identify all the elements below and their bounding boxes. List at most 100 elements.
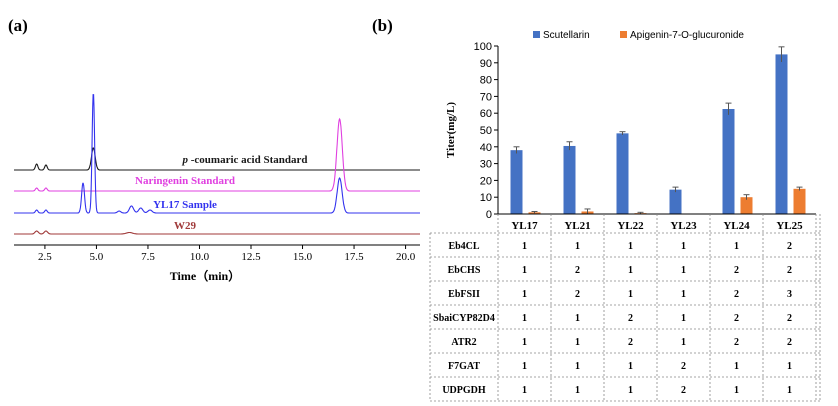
table-cell: 2: [734, 313, 739, 324]
bar: [793, 188, 806, 214]
table-cell: 1: [681, 337, 686, 348]
x-tick-label: 10.0: [190, 251, 210, 263]
legend-swatch-scutellarin: [533, 31, 540, 38]
chromatogram-traces: [14, 94, 420, 235]
table-cell: 2: [628, 337, 633, 348]
table-cell: 2: [734, 289, 739, 300]
category-label: YL17: [511, 220, 538, 232]
table-cell: 1: [628, 265, 633, 276]
table-cell: 1: [522, 313, 527, 324]
category-label: YL24: [723, 220, 750, 232]
legend-swatch-apigenin: [620, 31, 627, 38]
x-tick-label: 5.0: [90, 251, 104, 263]
table-cell: 1: [787, 361, 792, 372]
chromatogram-trace: [14, 230, 420, 235]
table-cell: 2: [681, 385, 686, 396]
table-cell: 1: [628, 361, 633, 372]
category-label: YL25: [776, 220, 803, 232]
trace-label-prefix: p: [182, 154, 189, 166]
y-tick-label: 60: [480, 108, 492, 120]
table-cell: 2: [575, 265, 580, 276]
y-tick-label: 20: [480, 175, 492, 187]
bar: [669, 189, 682, 214]
table-row-label: EbCHS: [448, 265, 481, 276]
table-cell: 2: [787, 265, 792, 276]
panel-a-chromatogram: (a) p -coumaric acid Standard Naringenin…: [8, 16, 420, 283]
table-cell: 1: [681, 289, 686, 300]
table-cell: 1: [522, 265, 527, 276]
chromatogram-trace: [14, 147, 420, 171]
table-cell: 2: [575, 289, 580, 300]
trace-label-naringenin: Naringenin Standard: [135, 175, 235, 187]
x-tick-label: 7.5: [141, 251, 155, 263]
table-cell: 1: [681, 313, 686, 324]
x-tick-label: 12.5: [241, 251, 261, 263]
x-tick-label: 17.5: [344, 251, 364, 263]
bar: [722, 109, 735, 214]
table-cell: 1: [575, 241, 580, 252]
table-cell: 1: [734, 241, 739, 252]
table-cell: 1: [522, 337, 527, 348]
y-tick-label: 90: [480, 58, 492, 70]
x-axis-title: Time（min）: [170, 268, 240, 283]
table-cell: 1: [681, 241, 686, 252]
y-tick-label: 80: [480, 75, 492, 87]
bars: [510, 54, 806, 215]
table-cell: 1: [681, 265, 686, 276]
panel-b-label: (b): [372, 16, 393, 35]
x-tick-label: 2.5: [38, 251, 52, 263]
panel-a-label: (a): [8, 16, 28, 35]
table-cell: 1: [628, 385, 633, 396]
bar: [563, 145, 576, 214]
y-tick-label: 100: [474, 41, 492, 53]
bar: [510, 150, 523, 214]
y-tick-label: 10: [480, 192, 492, 204]
x-tick-label: 20.0: [396, 251, 416, 263]
table-row-label: UDPGDH: [442, 385, 486, 396]
table-cell: 2: [734, 265, 739, 276]
table-cell: 2: [787, 241, 792, 252]
x-axis-ticks: 2.5 5.0 7.5 10.0 12.5 15.0 17.5 20.0: [38, 245, 416, 263]
y-tick-label: 50: [480, 125, 492, 137]
chromatogram-trace-labels: p -coumaric acid Standard Naringenin Sta…: [135, 154, 307, 232]
table-cell: 2: [734, 337, 739, 348]
trace-label-w29: W29: [174, 220, 197, 232]
legend: Scutellarin Apigenin-7-O-glucuronide: [533, 30, 744, 41]
table-cell: 3: [787, 289, 792, 300]
category-label: YL21: [564, 220, 590, 232]
y-tick-label: 30: [480, 159, 492, 171]
x-tick-label: 15.0: [293, 251, 313, 263]
table-cell: 1: [522, 241, 527, 252]
chromatogram-trace: [14, 94, 420, 214]
table-cell: 2: [681, 361, 686, 372]
table-row-label: EbFSII: [448, 289, 480, 300]
table-cell: 1: [522, 361, 527, 372]
table-row-label: Eb4CL: [448, 241, 479, 252]
category-label: YL22: [617, 220, 644, 232]
y-axis-title: Titer(mg/L): [445, 102, 457, 158]
table-cell: 1: [734, 361, 739, 372]
table-cell: 1: [575, 337, 580, 348]
y-axis-ticks: 0 10 20 30 40 50 60 70 80 90 100: [474, 41, 498, 221]
panel-b-bar-chart: (b) Scutellarin Apigenin-7-O-glucuronide…: [372, 16, 821, 402]
table-cell: 1: [575, 385, 580, 396]
y-tick-label: 40: [480, 142, 492, 154]
legend-label-apigenin: Apigenin-7-O-glucuronide: [630, 30, 744, 41]
category-label: YL23: [670, 220, 697, 232]
table-cell: 1: [575, 361, 580, 372]
trace-label-name: -coumaric acid Standard: [188, 154, 307, 166]
legend-label-scutellarin: Scutellarin: [543, 30, 590, 41]
strain-gene-table: YL17 YL21 YL22 YL23 YL24 YL25 Eb4CL 1 1 1 1 1 2 EbCHS…: [429, 213, 821, 402]
bar: [616, 133, 629, 214]
table-cell: 1: [522, 289, 527, 300]
table-cell: 2: [628, 313, 633, 324]
trace-label-coumaric-acid: p -coumaric acid Standard: [182, 154, 308, 166]
table-cell: 2: [787, 337, 792, 348]
y-tick-label: 70: [480, 91, 492, 103]
y-tick-label: 0: [486, 209, 492, 221]
table-cell: 1: [575, 313, 580, 324]
table-row-label: SbaiCYP82D4: [433, 313, 495, 324]
bar: [775, 54, 788, 215]
bar: [740, 197, 753, 214]
